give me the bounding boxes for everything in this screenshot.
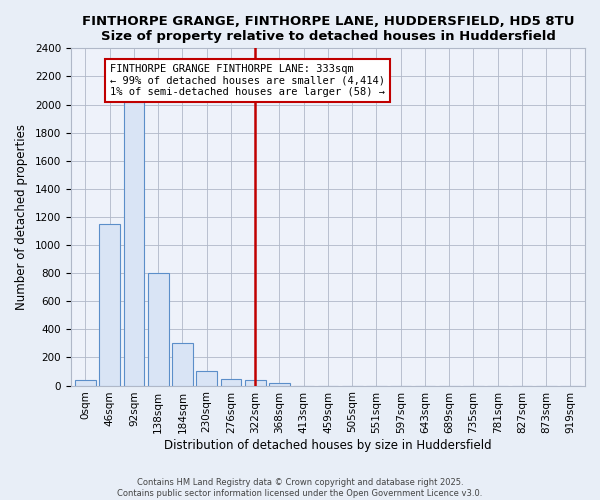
- Bar: [221, 378, 241, 386]
- Bar: [172, 344, 193, 386]
- Title: FINTHORPE GRANGE, FINTHORPE LANE, HUDDERSFIELD, HD5 8TU
Size of property relativ: FINTHORPE GRANGE, FINTHORPE LANE, HUDDER…: [82, 15, 574, 43]
- Bar: [148, 273, 169, 386]
- Text: Contains HM Land Registry data © Crown copyright and database right 2025.
Contai: Contains HM Land Registry data © Crown c…: [118, 478, 482, 498]
- Bar: [75, 380, 96, 386]
- Bar: [245, 380, 266, 386]
- Bar: [269, 383, 290, 386]
- Bar: [196, 371, 217, 386]
- Text: FINTHORPE GRANGE FINTHORPE LANE: 333sqm
← 99% of detached houses are smaller (4,: FINTHORPE GRANGE FINTHORPE LANE: 333sqm …: [110, 64, 385, 97]
- Bar: [100, 224, 120, 386]
- X-axis label: Distribution of detached houses by size in Huddersfield: Distribution of detached houses by size …: [164, 440, 492, 452]
- Bar: [124, 102, 144, 386]
- Y-axis label: Number of detached properties: Number of detached properties: [15, 124, 28, 310]
